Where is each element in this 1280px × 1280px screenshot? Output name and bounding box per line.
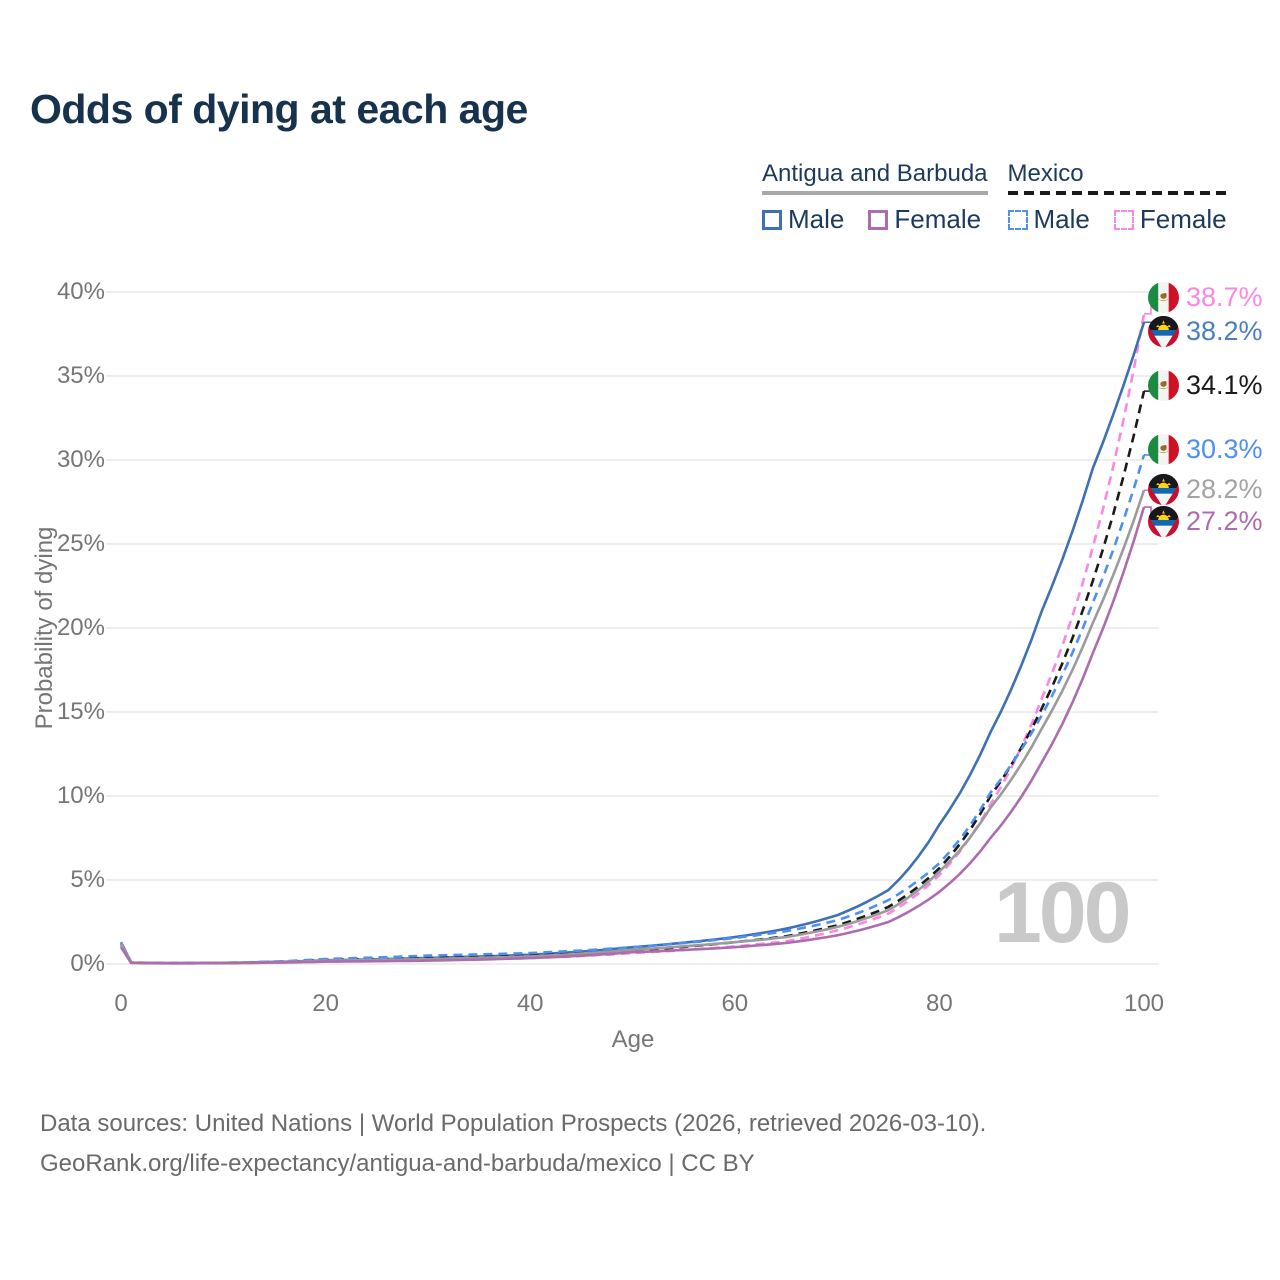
- legend-item-label: Male: [788, 204, 845, 234]
- legend-item-antigua-female[interactable]: Female: [868, 204, 981, 235]
- end-label-value: 34.1%: [1186, 369, 1263, 400]
- y-tick-label: 30%: [56, 446, 105, 473]
- legend-item-antigua-male[interactable]: Male: [762, 204, 844, 235]
- legend-swatch-antigua-female[interactable]: [868, 209, 889, 230]
- legend-items-mexico: Male Female: [1007, 204, 1227, 235]
- footer: Data sources: United Nations | World Pop…: [40, 1104, 986, 1184]
- legend-item-label: Female: [894, 204, 982, 234]
- y-tick-label: 35%: [56, 362, 105, 389]
- y-tick-label: 25%: [56, 530, 105, 557]
- mexico-flag-icon: [1148, 370, 1179, 401]
- series-line-antigua-and-barbuda-both-sexes-: [119, 489, 1146, 965]
- end-label-mexico-male: 30.3%: [1148, 433, 1263, 465]
- x-axis-title: Age: [611, 1026, 655, 1053]
- series-line-mexico-both-sexes-: [119, 390, 1146, 965]
- end-label-antigua-and-barbuda-female: 27.2%: [1148, 505, 1263, 537]
- legend-item-label: Male: [1033, 204, 1090, 234]
- legend-country-head: Mexico: [1007, 160, 1227, 195]
- mexico-flag-icon: [1148, 282, 1179, 313]
- y-tick-label: 0%: [70, 950, 105, 977]
- end-label-value: 38.2%: [1186, 315, 1263, 346]
- y-axis-title: Probability of dying: [31, 526, 58, 730]
- legend: Antigua and Barbuda Male Female Mexico: [762, 160, 1227, 235]
- y-tick-label: 5%: [70, 866, 105, 893]
- series-line-antigua-and-barbuda-male: [119, 321, 1146, 965]
- series-line-mexico-male: [119, 454, 1146, 965]
- end-label-antigua-and-barbuda-male: 38.2%: [1148, 315, 1263, 347]
- series-line-mexico-female: [119, 313, 1146, 965]
- end-label-mexico-both-sexes-: 34.1%: [1148, 369, 1263, 401]
- series-line-antigua-and-barbuda-female: [119, 506, 1146, 965]
- antigua-and-barbuda-flag-icon: [1148, 474, 1179, 505]
- end-label-mexico-female: 38.7%: [1148, 281, 1263, 313]
- antigua-and-barbuda-flag-icon: [1148, 506, 1179, 537]
- legend-group-mexico: Mexico Male Female: [1007, 160, 1227, 235]
- legend-line-sample-mexico: [1007, 191, 1227, 195]
- legend-group-antigua-and-barbuda: Antigua and Barbuda Male Female: [762, 160, 988, 235]
- legend-item-label: Female: [1139, 204, 1227, 234]
- legend-item-mexico-male[interactable]: Male: [1007, 204, 1090, 235]
- legend-item-mexico-female[interactable]: Female: [1113, 204, 1227, 235]
- page-title: Odds of dying at each age: [30, 86, 528, 132]
- end-label-value: 28.2%: [1186, 473, 1263, 504]
- legend-swatch-mexico-male[interactable]: [1007, 209, 1028, 230]
- legend-country-label-antigua: Antigua and Barbuda: [762, 160, 988, 187]
- legend-country-label-mexico: Mexico: [1007, 160, 1084, 187]
- x-tick-label: 100: [1123, 990, 1165, 1017]
- y-tick-label: 10%: [56, 782, 105, 809]
- antigua-and-barbuda-flag-icon: [1148, 316, 1179, 347]
- y-tick-label: 15%: [56, 698, 105, 725]
- y-tick-label: 40%: [56, 278, 105, 305]
- x-tick-label: 40: [516, 990, 544, 1017]
- legend-line-sample-antigua: [762, 191, 988, 195]
- end-label-value: 38.7%: [1186, 281, 1263, 312]
- y-tick-label: 20%: [56, 614, 105, 641]
- legend-swatch-mexico-female[interactable]: [1113, 209, 1134, 230]
- x-tick-label: 60: [721, 990, 749, 1017]
- legend-country-head: Antigua and Barbuda: [762, 160, 988, 195]
- footer-datasource: Data sources: United Nations | World Pop…: [40, 1110, 987, 1137]
- legend-items-antigua: Male Female: [762, 204, 988, 235]
- legend-swatch-antigua-male[interactable]: [762, 209, 782, 230]
- end-label-value: 30.3%: [1186, 433, 1263, 464]
- end-label-value: 27.2%: [1186, 505, 1263, 536]
- x-tick-label: 0: [114, 990, 128, 1017]
- end-label-antigua-and-barbuda-both-sexes-: 28.2%: [1148, 473, 1263, 505]
- mexico-flag-icon: [1148, 434, 1179, 465]
- x-tick-label: 20: [312, 990, 339, 1017]
- age-watermark: 100: [994, 865, 1131, 961]
- x-tick-label: 80: [926, 990, 953, 1017]
- footer-attribution: GeoRank.org/life-expectancy/antigua-and-…: [40, 1150, 755, 1177]
